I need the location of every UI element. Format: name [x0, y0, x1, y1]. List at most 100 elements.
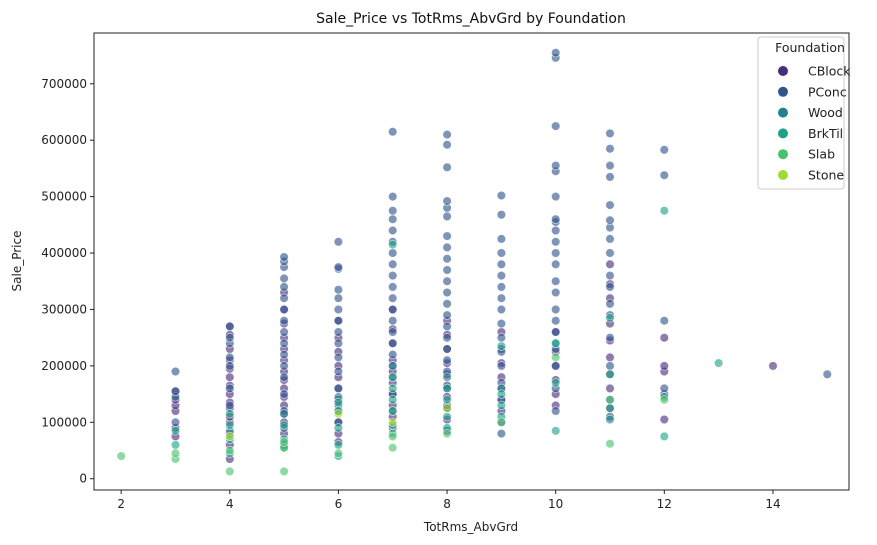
data-point: [388, 431, 398, 442]
data-point: [333, 262, 344, 272]
data-point: [279, 282, 289, 292]
data-point: [279, 389, 289, 399]
data-point: [442, 299, 452, 309]
legend-marker: [778, 149, 788, 160]
data-point: [551, 121, 561, 131]
data-point: [333, 397, 344, 408]
data-point: [659, 383, 669, 394]
data-point: [496, 417, 507, 427]
data-point: [496, 282, 507, 292]
data-point: [605, 439, 615, 449]
x-tick-label: 14: [765, 497, 780, 511]
data-point: [551, 287, 561, 298]
x-tick-label: 8: [443, 497, 451, 511]
data-point: [496, 271, 507, 281]
data-point: [388, 293, 398, 303]
data-point: [170, 448, 181, 458]
y-tick-label: 500000: [41, 190, 87, 204]
data-point: [116, 451, 126, 461]
data-point: [659, 333, 669, 343]
data-point: [605, 200, 615, 210]
data-point: [605, 234, 615, 244]
data-point: [605, 361, 615, 371]
data-point: [225, 352, 235, 363]
data-point: [388, 248, 398, 258]
data-point: [551, 426, 561, 436]
x-axis-label: TotRms_AbvGrd: [423, 520, 518, 534]
y-tick-label: 0: [79, 472, 87, 486]
data-point: [279, 437, 289, 447]
data-point: [225, 333, 235, 343]
data-point: [388, 192, 398, 202]
data-point: [279, 420, 289, 430]
data-point: [496, 248, 507, 258]
y-tick-label: 100000: [41, 415, 87, 429]
data-point: [551, 237, 561, 247]
data-point: [496, 190, 507, 201]
legend-label: BrkTil: [808, 126, 843, 141]
data-point: [551, 327, 561, 337]
data-point: [551, 352, 561, 363]
legend-label: Stone: [808, 168, 844, 183]
data-point: [170, 366, 181, 377]
data-point: [442, 372, 452, 382]
x-tick-label: 2: [117, 497, 125, 511]
data-point: [388, 214, 398, 224]
data-point: [225, 321, 235, 332]
data-point: [551, 361, 561, 371]
legend: Foundation CBlock PConc Wood BrkTil Slab Ston…: [757, 36, 851, 190]
data-point: [551, 248, 561, 258]
data-point: [442, 383, 452, 394]
data-point: [388, 417, 398, 427]
data-point: [279, 409, 289, 419]
data-point: [333, 304, 344, 315]
data-point: [822, 369, 832, 379]
chart-title: Sale_Price vs TotRms_AbvGrd by Foundatio…: [316, 11, 626, 27]
data-point: [659, 431, 669, 442]
legend-label: Slab: [808, 147, 835, 162]
data-point: [659, 414, 669, 425]
data-point: [170, 417, 181, 427]
data-point: [551, 259, 561, 269]
data-point: [442, 254, 452, 264]
data-point: [388, 383, 398, 394]
x-tick-label: 4: [226, 497, 234, 511]
data-point: [496, 361, 507, 371]
legend-label: PConc: [808, 84, 847, 99]
data-point: [659, 170, 669, 180]
y-tick-label: 700000: [41, 77, 87, 91]
x-axis: 2 4 6 8 10 12 14: [117, 490, 781, 511]
legend-marker: [778, 66, 788, 76]
data-point: [388, 259, 398, 269]
data-point: [442, 355, 452, 365]
data-point: [388, 271, 398, 281]
y-tick-label: 200000: [41, 359, 87, 373]
legend-entries: CBlock PConc Wood BrkTil Slab Stone: [778, 64, 851, 183]
data-point: [442, 162, 452, 172]
data-point: [442, 344, 452, 354]
data-point: [333, 316, 344, 326]
data-point: [605, 352, 615, 363]
data-point: [605, 403, 615, 413]
data-point: [388, 127, 398, 137]
data-point: [659, 395, 669, 405]
data-point: [225, 431, 235, 442]
data-point: [388, 225, 398, 236]
data-point: [659, 316, 669, 326]
data-point: [333, 423, 344, 433]
legend-title: Foundation: [775, 40, 845, 55]
data-point: [551, 338, 561, 348]
data-point: [442, 287, 452, 298]
points-layer: [116, 48, 832, 477]
legend-marker: [778, 86, 788, 97]
data-point: [279, 293, 289, 303]
data-point: [659, 145, 669, 155]
data-point: [442, 130, 452, 140]
data-point: [225, 383, 235, 394]
data-point: [442, 231, 452, 241]
data-point: [496, 304, 507, 315]
data-point: [605, 161, 615, 171]
data-point: [388, 304, 398, 315]
data-point: [225, 466, 235, 477]
data-point: [442, 242, 452, 252]
